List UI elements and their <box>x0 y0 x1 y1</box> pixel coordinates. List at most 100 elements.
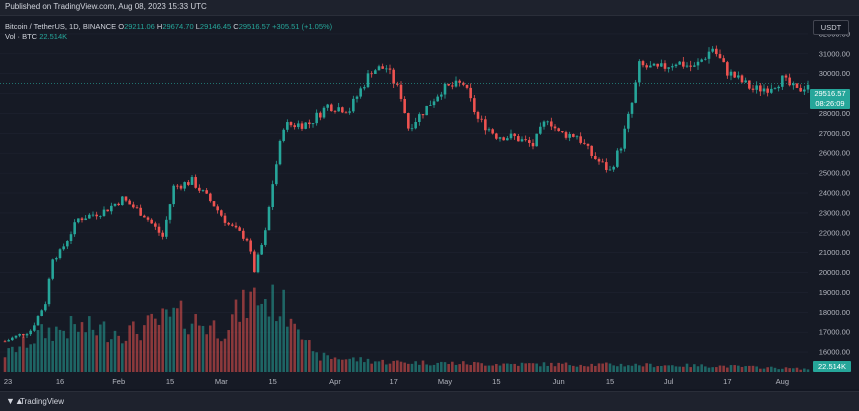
volume-bar <box>513 363 516 372</box>
candle-body <box>337 107 340 112</box>
volume-bar <box>183 328 186 372</box>
volume-bar <box>773 367 777 372</box>
volume-bar <box>509 364 513 372</box>
volume-bar <box>106 342 109 372</box>
volume-bar <box>165 309 168 372</box>
volume-bar <box>176 308 179 372</box>
symbol-label: Bitcoin / TetherUS, 1D, BINANCE <box>5 22 117 31</box>
candle-body <box>685 65 689 67</box>
volume-bar <box>385 364 388 372</box>
volume-bar <box>766 367 769 372</box>
y-tick-label: 25000.00 <box>819 169 850 178</box>
volume-bar <box>370 363 373 372</box>
tradingview-logo-icon[interactable]: ▼▲ <box>6 396 24 406</box>
x-tick-label: Feb <box>112 377 125 386</box>
candle-body <box>47 278 51 305</box>
x-tick-label: May <box>438 377 452 386</box>
volume-bar <box>154 318 157 372</box>
candle-body <box>352 98 355 112</box>
candle-body <box>216 206 219 211</box>
candle-body <box>762 88 766 92</box>
candle-body <box>124 196 128 201</box>
candle-body <box>473 98 476 113</box>
candle-body <box>770 88 773 93</box>
candle-body <box>190 177 194 185</box>
candle-body <box>69 234 73 241</box>
candle-body <box>645 65 648 68</box>
candle-body <box>575 136 579 138</box>
volume-bar <box>322 352 326 372</box>
candle-body <box>25 334 29 336</box>
volume-bar <box>249 291 252 372</box>
volume-bar <box>7 348 10 372</box>
volume-bar <box>366 358 370 372</box>
volume-bar <box>22 336 25 372</box>
volume-bar <box>630 365 634 372</box>
candle-body <box>388 68 392 70</box>
candle-body <box>403 98 406 114</box>
candle-body <box>370 73 373 75</box>
volume-bar <box>748 365 751 372</box>
candle-body <box>168 204 172 220</box>
currency-button[interactable]: USDT <box>813 20 849 35</box>
volume-bar <box>704 366 707 372</box>
candle-body <box>106 209 109 212</box>
candle-body <box>421 114 425 116</box>
volume-bar <box>113 330 117 372</box>
volume-bar <box>440 361 443 372</box>
y-tick-label: 16000.00 <box>819 348 850 357</box>
candle-body <box>326 104 329 108</box>
candle-body <box>484 119 487 131</box>
volume-label: Vol · BTC <box>5 32 38 41</box>
volume-bar <box>308 340 311 372</box>
volume-bar <box>447 364 450 372</box>
volume-bar <box>722 365 725 372</box>
brand-label[interactable]: TradingView <box>20 397 65 406</box>
candle-body <box>183 182 186 189</box>
candle-body <box>165 219 168 237</box>
volume-bar <box>803 368 806 372</box>
volume-bar <box>201 325 205 372</box>
candle-body <box>605 162 608 170</box>
y-tick-label: 19000.00 <box>819 288 850 297</box>
volume-bar <box>363 362 366 372</box>
candle-body <box>278 140 282 165</box>
candle-body <box>513 133 516 137</box>
candle-body <box>11 337 14 341</box>
volume-bar <box>55 326 58 372</box>
candle-body <box>139 207 142 216</box>
change-value: +305.51 (+1.05%) <box>272 22 333 31</box>
volume-bar <box>432 364 436 372</box>
volume-bar <box>561 363 564 372</box>
candle-body <box>458 80 461 83</box>
candle-body <box>161 232 164 237</box>
candle-body <box>469 87 472 99</box>
candle-body <box>319 112 322 118</box>
volume-bar <box>95 335 98 372</box>
volume-bar <box>608 363 612 372</box>
volume-bar <box>300 339 304 372</box>
candle-body <box>143 215 146 218</box>
candle-body <box>586 143 590 146</box>
candle-body <box>451 85 454 87</box>
candle-countdown: 08:26:09 <box>815 99 845 108</box>
volume-bar <box>594 365 597 372</box>
y-tick-label: 20000.00 <box>819 268 850 277</box>
y-tick-label: 27000.00 <box>819 129 850 138</box>
candle-body <box>579 136 582 143</box>
candle-body <box>33 325 36 331</box>
volume-bar <box>495 364 498 372</box>
candle-body <box>99 215 102 217</box>
volume-bar <box>476 362 480 372</box>
candle-body <box>663 63 667 69</box>
volume-bar <box>190 323 194 372</box>
volume-bar <box>330 358 333 372</box>
candle-body <box>638 61 641 83</box>
candle-body <box>348 111 351 113</box>
volume-bar <box>531 363 535 372</box>
candle-body <box>806 84 810 90</box>
volume-bar <box>638 365 641 372</box>
candle-body <box>729 71 733 76</box>
volume-bar <box>311 351 315 372</box>
